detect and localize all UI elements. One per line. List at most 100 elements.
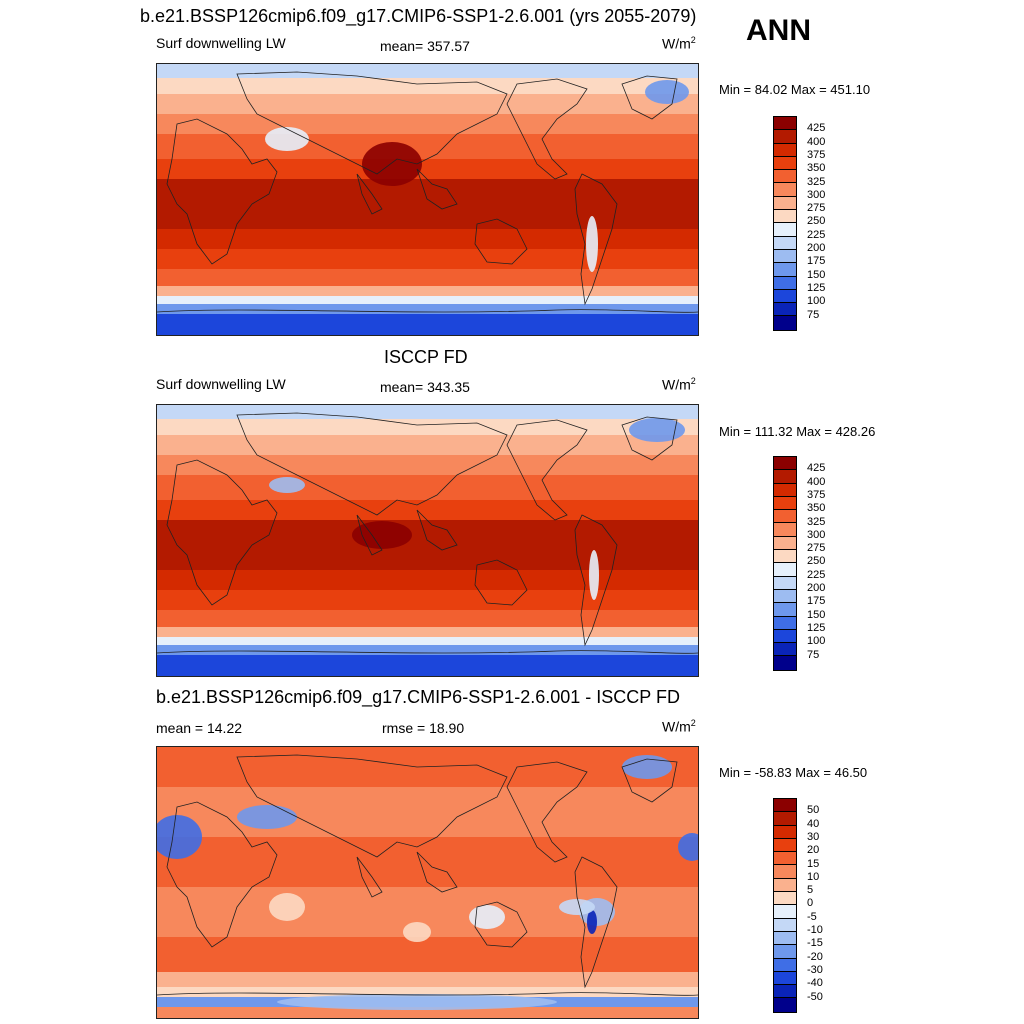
colorbar-swatch: [774, 536, 796, 551]
colorbar-tick-label: 125: [807, 281, 826, 294]
colorbar-tick-label: -10: [807, 924, 823, 936]
colorbar-tick-label: 275: [807, 542, 826, 555]
colorbar-tick-label: -20: [807, 950, 823, 963]
panel-3-rmse-label: rmse = 18.90: [382, 720, 465, 736]
colorbar-swatch: [774, 945, 796, 959]
colorbar-swatch: [774, 656, 796, 670]
colorbar-swatch: [774, 470, 796, 484]
colorbar-tick-label: 225: [807, 568, 826, 581]
colorbar-swatch: [774, 117, 796, 131]
colorbar-tick-label: 400: [807, 475, 826, 488]
colorbar-swatch: [774, 289, 796, 304]
colorbar-tick-label: 300: [807, 528, 826, 541]
colorbar-tick-label: -40: [807, 977, 823, 990]
run-title: b.e21.BSSP126cmip6.f09_g17.CMIP6-SSP1-2.…: [140, 6, 697, 26]
colorbar-swatch: [774, 918, 796, 932]
colorbar-tick-label: 10: [807, 870, 820, 883]
colorbar-swatch: [774, 457, 796, 471]
panel-2-colorbar: [773, 456, 797, 671]
panel-2-obs-map: [156, 404, 699, 677]
colorbar-swatch: [774, 812, 796, 826]
colorbar-tick-label: 400: [807, 135, 826, 148]
colorbar-swatch: [774, 998, 796, 1012]
colorbar-swatch: [774, 852, 796, 866]
colorbar-tick-label: 225: [807, 228, 826, 241]
colorbar-swatch: [774, 971, 796, 986]
colorbar-tick-label: 350: [807, 502, 826, 515]
colorbar-tick-label: 250: [807, 555, 826, 568]
panel-1-units: W/m2: [662, 35, 696, 52]
colorbar-swatch: [774, 865, 796, 879]
colorbar-swatch: [774, 183, 796, 197]
colorbar-swatch: [774, 799, 796, 813]
colorbar-swatch: [774, 958, 796, 972]
colorbar-tick-label: 125: [807, 621, 826, 634]
colorbar-swatch: [774, 643, 796, 657]
colorbar-tick-label: 20: [807, 844, 820, 857]
colorbar-swatch: [774, 236, 796, 250]
colorbar-swatch: [774, 210, 796, 224]
colorbar-tick-label: 375: [807, 488, 826, 501]
colorbar-swatch: [774, 316, 796, 330]
panel-2-units: W/m2: [662, 376, 696, 393]
colorbar-swatch: [774, 905, 796, 919]
colorbar-tick-label: 40: [807, 817, 820, 830]
colorbar-tick-label: 150: [807, 608, 826, 621]
colorbar-tick-label: 200: [807, 582, 826, 594]
colorbar-swatch: [774, 603, 796, 617]
panel-3-difference-map: [156, 746, 699, 1019]
colorbar-tick-label: 375: [807, 148, 826, 161]
colorbar-swatch: [774, 223, 796, 237]
colorbar-swatch: [774, 483, 796, 497]
colorbar-swatch: [774, 510, 796, 524]
colorbar-tick-label: 15: [807, 857, 820, 870]
colorbar-swatch: [774, 589, 796, 604]
colorbar-tick-label: 0: [807, 897, 814, 910]
panel-1-left-label: Surf downwelling LW: [156, 35, 286, 51]
season-label: ANN: [746, 14, 811, 47]
colorbar-swatch: [774, 263, 796, 277]
panel-2-title: ISCCP FD: [384, 347, 468, 367]
colorbar-tick-label: 250: [807, 215, 826, 228]
colorbar-swatch: [774, 130, 796, 144]
colorbar-swatch: [774, 170, 796, 184]
colorbar-swatch: [774, 985, 796, 999]
colorbar-swatch: [774, 196, 796, 211]
colorbar-tick-label: 50: [807, 804, 820, 817]
colorbar-tick-label: 100: [807, 295, 826, 308]
panel-3-colorbar: [773, 798, 797, 1013]
colorbar-tick-label: 350: [807, 162, 826, 175]
panel-3-title: b.e21.BSSP126cmip6.f09_g17.CMIP6-SSP1-2.…: [156, 687, 680, 707]
colorbar-tick-label: 75: [807, 648, 820, 661]
colorbar-swatch: [774, 576, 796, 590]
colorbar-tick-label: -15: [807, 937, 823, 950]
panel-3-minmax: Min = -58.83 Max = 46.50: [719, 765, 868, 780]
colorbar-tick-label: 75: [807, 308, 820, 321]
colorbar-swatch: [774, 496, 796, 511]
panel-3-units: W/m2: [662, 718, 696, 735]
colorbar-swatch: [774, 931, 796, 946]
colorbar-swatch: [774, 892, 796, 906]
colorbar-swatch: [774, 550, 796, 564]
colorbar-tick-label: 325: [807, 515, 826, 528]
colorbar-tick-label: 150: [807, 268, 826, 281]
colorbar-tick-label: -50: [807, 990, 823, 1003]
colorbar-tick-label: -30: [807, 963, 823, 976]
panel-2-left-label: Surf downwelling LW: [156, 376, 286, 392]
colorbar-swatch: [774, 156, 796, 171]
colorbar-tick-label: 425: [807, 122, 826, 135]
panel-1-colorbar: [773, 116, 797, 331]
colorbar-swatch: [774, 523, 796, 537]
colorbar-tick-label: 175: [807, 595, 826, 608]
colorbar-tick-label: 425: [807, 462, 826, 475]
colorbar-tick-label: 175: [807, 255, 826, 268]
colorbar-tick-label: 30: [807, 830, 820, 843]
panel-1-model-map: [156, 63, 699, 336]
colorbar-swatch: [774, 825, 796, 839]
colorbar-tick-label: 200: [807, 242, 826, 254]
panel-1-mean-label: mean= 357.57: [380, 38, 470, 54]
colorbar-swatch: [774, 303, 796, 317]
panel-2-minmax: Min = 111.32 Max = 428.26: [719, 424, 876, 439]
colorbar-swatch: [774, 838, 796, 853]
panel-3-mean-label: mean = 14.22: [156, 720, 243, 736]
